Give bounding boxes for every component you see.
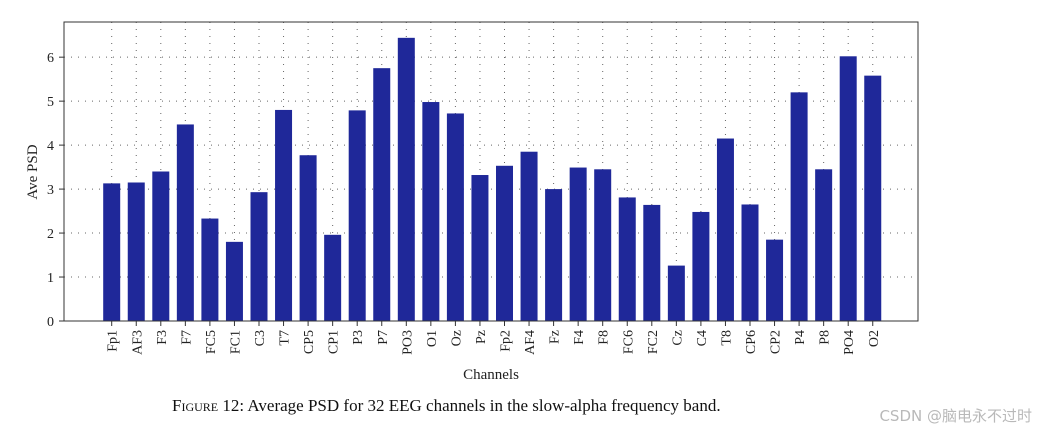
x-tick-label: Fp2 <box>499 330 514 352</box>
bar-p4 <box>790 92 808 322</box>
figure-caption: Figure 12: Average PSD for 32 EEG channe… <box>172 396 812 416</box>
y-axis: 0 1 2 3 4 5 6 <box>47 51 64 330</box>
bar-fc2 <box>643 204 661 321</box>
bar-po4 <box>839 56 857 321</box>
y-tick-label: 6 <box>47 51 54 66</box>
x-tick-label: Fp1 <box>106 330 121 352</box>
figure-label: Figure 12: <box>172 396 245 415</box>
x-tick-label: T7 <box>278 330 293 346</box>
bar-fz <box>545 189 563 321</box>
y-tick-label: 4 <box>47 139 54 154</box>
bar-af4 <box>520 151 538 321</box>
x-tick-label: Fz <box>548 330 563 344</box>
caption-text: Average PSD for 32 EEG channels in the s… <box>247 396 721 415</box>
x-tick-label: P8 <box>818 330 833 345</box>
bar-o2 <box>864 75 882 321</box>
x-axis-label: Channels <box>463 367 519 383</box>
x-tick-label: C3 <box>253 330 268 346</box>
bar-p3 <box>348 110 366 321</box>
x-tick-label: Cz <box>670 330 685 346</box>
x-tick-label: P4 <box>793 330 808 345</box>
x-tick-label: FC1 <box>228 330 243 354</box>
bar-fc1 <box>225 241 243 321</box>
watermark: CSDN @脑电永不过时 <box>879 407 1032 425</box>
y-tick-label: 2 <box>47 227 54 242</box>
y-tick-label: 3 <box>47 183 54 198</box>
x-tick-label: CP6 <box>744 330 759 354</box>
bar-p7 <box>373 68 391 321</box>
bar-af3 <box>127 182 145 321</box>
bar-t8 <box>716 138 734 321</box>
bar-f7 <box>176 124 194 321</box>
x-tick-label: CP1 <box>327 330 342 354</box>
x-tick-label: T8 <box>719 330 734 346</box>
x-tick-label: FC2 <box>646 330 661 354</box>
bar-o1 <box>422 102 440 321</box>
x-axis: Fp1 AF3 F3 F7 FC5 FC1 C3 T7 CP5 CP1 P3 P7 PO3 O1 Oz Pz F… <box>106 321 882 355</box>
bar-f8 <box>594 169 612 321</box>
y-tick-label: 0 <box>47 315 54 330</box>
x-tick-label: PO4 <box>842 330 857 355</box>
bar-t7 <box>275 109 293 321</box>
bar-series <box>103 37 882 322</box>
x-tick-label: CP5 <box>302 330 317 354</box>
bar-po3 <box>397 37 415 322</box>
bar-chart: 0 1 2 3 4 5 6 Fp1 AF3 F3 F7 FC5 FC1 C3 T7 CP5 CP1 P3 P7 PO… <box>25 21 919 383</box>
x-tick-label: F3 <box>155 330 170 345</box>
bar-cp1 <box>324 234 342 321</box>
x-tick-label: F8 <box>597 330 612 345</box>
bar-c3 <box>250 192 268 321</box>
y-axis-label: Ave PSD <box>25 144 41 199</box>
x-tick-label: F4 <box>572 330 587 345</box>
x-tick-label: AF3 <box>130 330 145 355</box>
bar-fp1 <box>103 183 121 321</box>
x-tick-label: Oz <box>449 330 464 346</box>
x-tick-label: P3 <box>351 330 366 345</box>
x-tick-label: O1 <box>425 330 440 347</box>
bar-f3 <box>152 171 170 321</box>
bar-f4 <box>569 167 587 321</box>
plot-frame <box>63 21 919 322</box>
bar-p8 <box>815 169 833 321</box>
bar-cp6 <box>741 204 759 321</box>
bar-fp2 <box>496 165 513 321</box>
y-tick-label: 1 <box>47 271 54 286</box>
bar-pz <box>471 175 489 321</box>
bar-fc6 <box>618 197 636 321</box>
bar-cp5 <box>299 155 317 321</box>
y-tick-label: 5 <box>47 95 54 110</box>
x-tick-label: F7 <box>179 330 194 345</box>
x-tick-label: FC5 <box>204 330 219 354</box>
bar-cz <box>667 265 685 321</box>
bar-c4 <box>692 211 710 321</box>
x-tick-label: C4 <box>695 330 710 346</box>
x-tick-label: PO3 <box>400 330 415 355</box>
x-tick-label: P7 <box>376 330 391 345</box>
grid-lines <box>64 22 918 321</box>
x-tick-label: CP2 <box>769 330 784 354</box>
x-tick-label: O2 <box>867 330 882 347</box>
x-tick-label: AF4 <box>523 330 538 355</box>
x-tick-label: FC6 <box>621 330 636 354</box>
bar-oz <box>446 113 464 321</box>
x-tick-label: Pz <box>474 330 489 344</box>
bar-fc5 <box>201 218 219 321</box>
bar-cp2 <box>766 239 784 321</box>
